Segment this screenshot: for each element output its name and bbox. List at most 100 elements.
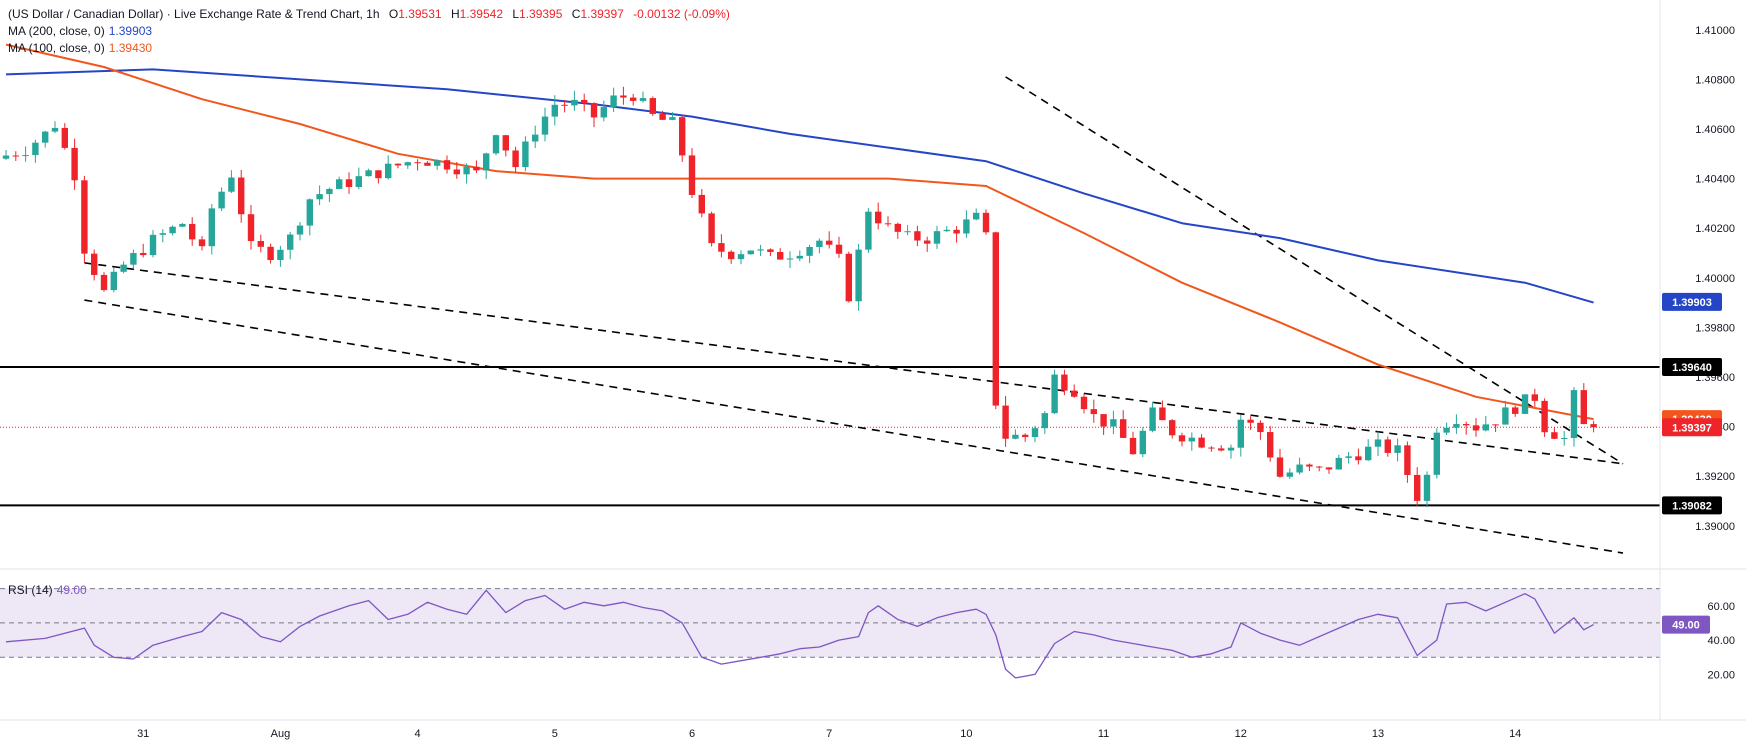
candle-bullish xyxy=(130,253,137,265)
candle-bullish xyxy=(1374,439,1382,447)
candle-bullish xyxy=(2,155,10,159)
candle-bearish xyxy=(708,213,715,244)
rsi-legend[interactable]: RSI (14) 49.00 xyxy=(8,583,87,597)
rsi-value-text: 49.00 xyxy=(1672,620,1700,632)
candle-bearish xyxy=(1257,422,1264,433)
rsi-tick-label: 60.00 xyxy=(1707,601,1735,613)
candle-bearish xyxy=(875,211,882,224)
candle-bearish xyxy=(1551,432,1558,439)
candle-bullish xyxy=(483,153,490,171)
candle-bearish xyxy=(845,253,852,302)
candle-bullish xyxy=(747,250,754,255)
candle-bullish xyxy=(1570,390,1578,439)
candle-bearish xyxy=(590,103,598,118)
candle-bearish xyxy=(1355,456,1362,461)
candle-bullish xyxy=(551,104,558,117)
time-tick-label: 12 xyxy=(1235,728,1247,740)
candle-bearish xyxy=(12,155,19,157)
candle-bullish xyxy=(1502,407,1509,425)
rsi-label: RSI (14) xyxy=(8,583,53,597)
candle-bullish xyxy=(208,208,215,247)
candle-bearish xyxy=(473,166,480,171)
candle-bearish xyxy=(1306,464,1313,467)
candle-bearish xyxy=(649,98,656,114)
candle-bearish xyxy=(238,177,245,215)
time-tick-label: 31 xyxy=(137,728,149,740)
candle-bearish xyxy=(561,104,568,106)
candle-bearish xyxy=(1580,390,1587,425)
candle-bullish xyxy=(1110,419,1117,427)
candle-bullish xyxy=(610,95,617,108)
candle-bullish xyxy=(434,160,441,166)
candle-bullish xyxy=(228,177,235,192)
candle-bullish xyxy=(571,99,578,106)
candle-bearish xyxy=(1267,432,1274,458)
candle-bearish xyxy=(1414,474,1421,501)
candle-bullish xyxy=(816,240,823,247)
price-label-badge xyxy=(1662,292,1722,311)
candle-bearish xyxy=(698,194,705,214)
time-tick-label: 4 xyxy=(415,728,421,740)
candle-bearish xyxy=(100,274,108,291)
candle-bearish xyxy=(1100,414,1107,427)
candle-bullish xyxy=(1296,464,1303,473)
ma100-legend[interactable]: MA (100, close, 0) 1.39430 xyxy=(8,41,152,55)
candle-bullish xyxy=(943,229,950,232)
candle-bearish xyxy=(1404,445,1411,475)
ohlc-low: L1.39395 xyxy=(512,7,563,21)
ma100-value: 1.39430 xyxy=(108,41,153,55)
ma100-line xyxy=(5,43,1594,421)
candle-bullish xyxy=(1012,434,1019,439)
candle-bearish xyxy=(375,170,382,179)
time-tick-label: 10 xyxy=(960,728,972,740)
candle-bullish xyxy=(669,117,676,120)
candle-bullish xyxy=(1453,424,1460,428)
price-tick-label: 1.40400 xyxy=(1695,174,1735,186)
candle-bearish xyxy=(61,127,68,148)
time-tick-label: 6 xyxy=(689,728,695,740)
price-label-badge xyxy=(1662,418,1722,437)
candle-bullish xyxy=(1335,457,1342,470)
candle-bullish xyxy=(541,116,549,135)
candle-bearish xyxy=(1090,409,1097,415)
candle-bullish xyxy=(1237,419,1244,448)
candle-bullish xyxy=(149,234,157,256)
ma200-line xyxy=(5,68,1594,304)
rsi-tick-label: 20.00 xyxy=(1707,669,1735,681)
candle-bearish xyxy=(1492,424,1499,426)
candle-bullish xyxy=(22,155,29,157)
ma100-label: MA (100, close, 0) xyxy=(8,41,105,55)
candle-bullish xyxy=(1286,472,1293,477)
trend-line xyxy=(84,299,1624,554)
candle-bearish xyxy=(443,160,451,170)
candle-bearish xyxy=(140,253,147,256)
ohlc-open: O1.39531 xyxy=(388,7,442,21)
candle-bullish xyxy=(463,166,470,175)
candle-bearish xyxy=(453,169,460,175)
candle-bearish xyxy=(992,232,999,406)
candle-bearish xyxy=(620,95,627,98)
candle-bullish xyxy=(855,249,862,302)
price-label-badge xyxy=(1662,358,1722,377)
rsi-line xyxy=(5,589,1594,679)
candle-bearish xyxy=(91,253,98,275)
candle-bearish xyxy=(767,249,774,252)
candle-bearish xyxy=(1120,419,1127,438)
candle-bearish xyxy=(81,180,88,254)
candle-bullish xyxy=(796,255,803,259)
candle-bullish xyxy=(277,249,284,261)
price-tick-label: 1.41000 xyxy=(1695,25,1735,37)
ma200-legend[interactable]: MA (200, close, 0) 1.39903 xyxy=(8,24,152,38)
candle-bullish xyxy=(1521,394,1529,414)
candle-bullish xyxy=(32,142,39,156)
candle-bearish xyxy=(71,147,78,181)
candle-bullish xyxy=(786,258,794,260)
candle-bearish xyxy=(1531,394,1538,401)
candle-bullish xyxy=(179,223,186,227)
candle-bearish xyxy=(189,223,196,240)
chart-title-row: (US Dollar / Canadian Dollar) · Live Exc… xyxy=(8,7,730,21)
ma200-label: MA (200, close, 0) xyxy=(8,24,105,38)
ma200-value: 1.39903 xyxy=(108,24,153,38)
